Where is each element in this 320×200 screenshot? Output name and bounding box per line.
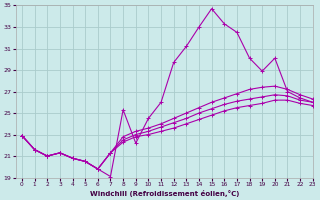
X-axis label: Windchill (Refroidissement éolien,°C): Windchill (Refroidissement éolien,°C) (90, 190, 239, 197)
